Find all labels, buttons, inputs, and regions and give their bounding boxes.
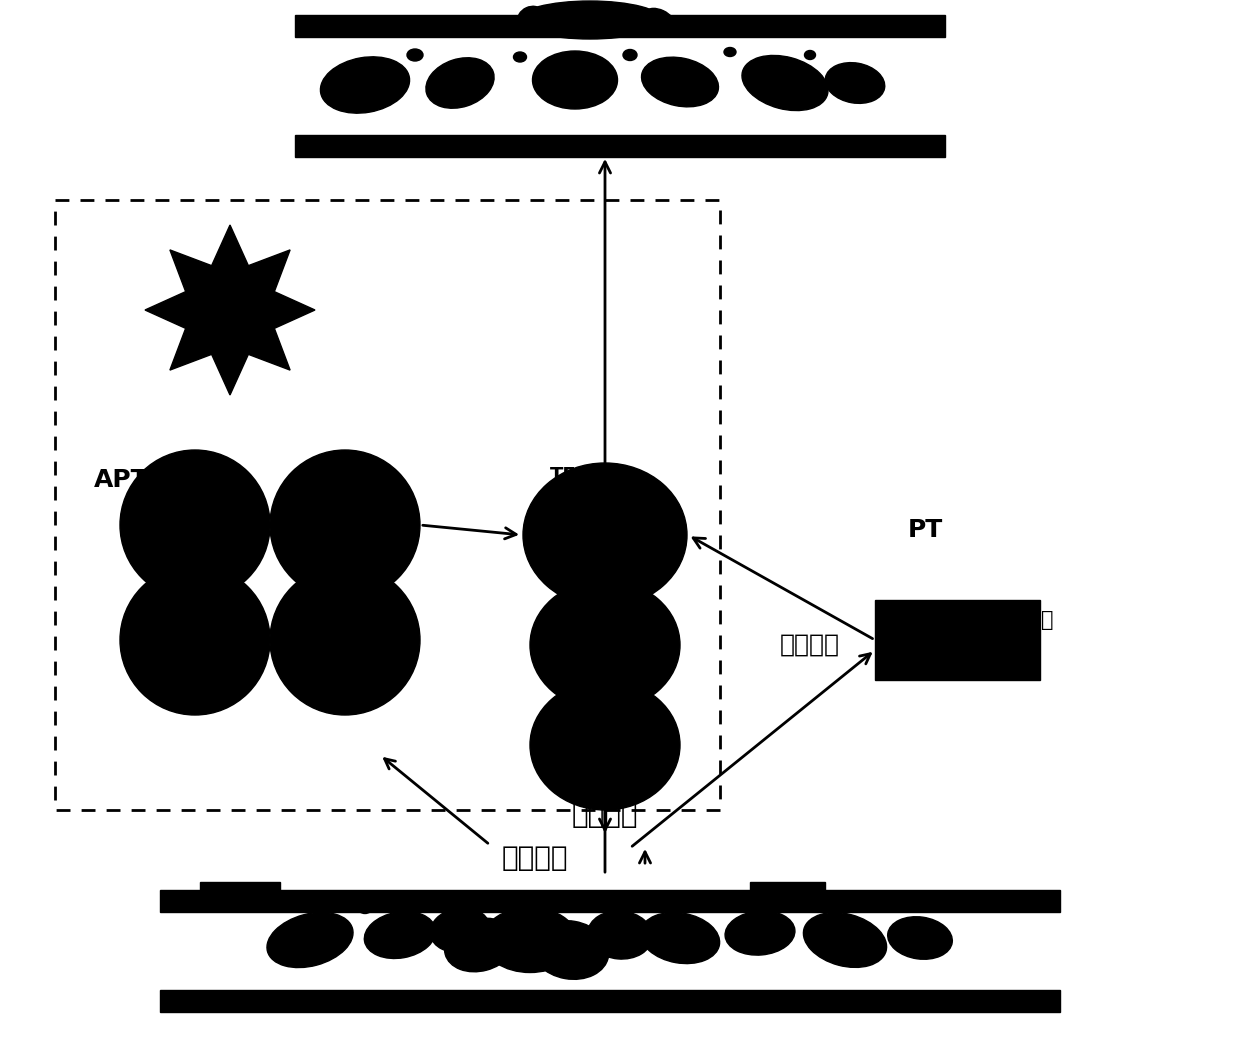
Ellipse shape — [444, 901, 456, 909]
Text: 共同途径: 共同途径 — [780, 633, 839, 657]
Ellipse shape — [407, 49, 423, 61]
Ellipse shape — [626, 8, 665, 31]
Ellipse shape — [794, 903, 806, 911]
Bar — [750, 882, 825, 900]
Ellipse shape — [529, 580, 680, 710]
Ellipse shape — [518, 6, 542, 26]
Ellipse shape — [588, 911, 652, 959]
Ellipse shape — [320, 56, 409, 113]
Ellipse shape — [888, 916, 952, 959]
Ellipse shape — [482, 907, 578, 973]
Ellipse shape — [826, 63, 885, 103]
Polygon shape — [145, 225, 315, 395]
Ellipse shape — [724, 47, 737, 56]
Ellipse shape — [873, 900, 887, 910]
Ellipse shape — [629, 902, 641, 912]
Ellipse shape — [804, 912, 887, 968]
Ellipse shape — [267, 912, 353, 968]
Bar — [160, 890, 1060, 912]
Bar — [160, 990, 1060, 1012]
Text: 外源性激活途径: 外源性激活途径 — [966, 610, 1054, 630]
Bar — [295, 15, 945, 37]
Ellipse shape — [622, 49, 637, 61]
Ellipse shape — [513, 52, 527, 62]
Ellipse shape — [541, 7, 600, 37]
Text: TT: TT — [538, 633, 572, 657]
Ellipse shape — [646, 8, 675, 27]
Ellipse shape — [588, 11, 642, 37]
Ellipse shape — [120, 565, 270, 715]
Ellipse shape — [529, 680, 680, 810]
Ellipse shape — [358, 903, 372, 913]
Ellipse shape — [641, 57, 718, 107]
Ellipse shape — [270, 450, 420, 600]
Bar — [295, 135, 945, 157]
Ellipse shape — [430, 908, 490, 952]
Text: APTT: APTT — [94, 468, 166, 492]
Ellipse shape — [517, 1, 662, 39]
Text: PT: PT — [908, 518, 942, 542]
Text: 氧化应激: 氧化应激 — [502, 844, 568, 872]
Ellipse shape — [640, 912, 719, 963]
Text: 内源性激活途径
活途径: 内源性激活途径 活途径 — [156, 574, 244, 617]
Ellipse shape — [805, 50, 816, 60]
Text: FIB: FIB — [533, 733, 577, 757]
Ellipse shape — [120, 450, 270, 600]
Ellipse shape — [365, 911, 435, 958]
Ellipse shape — [528, 6, 562, 30]
Ellipse shape — [531, 921, 609, 979]
Ellipse shape — [532, 51, 618, 109]
Text: Va: Va — [646, 525, 675, 545]
Ellipse shape — [742, 55, 828, 111]
Ellipse shape — [725, 911, 795, 955]
Ellipse shape — [713, 900, 728, 910]
Bar — [875, 600, 1040, 680]
Bar — [200, 882, 280, 902]
Ellipse shape — [270, 565, 420, 715]
Text: TF，IL-6: TF，IL-6 — [551, 465, 630, 485]
Ellipse shape — [445, 919, 516, 972]
Ellipse shape — [425, 57, 494, 109]
Text: (TFPI): (TFPI) — [567, 511, 614, 529]
Text: 纤维蛋白: 纤维蛋白 — [572, 802, 639, 829]
Ellipse shape — [523, 463, 687, 607]
